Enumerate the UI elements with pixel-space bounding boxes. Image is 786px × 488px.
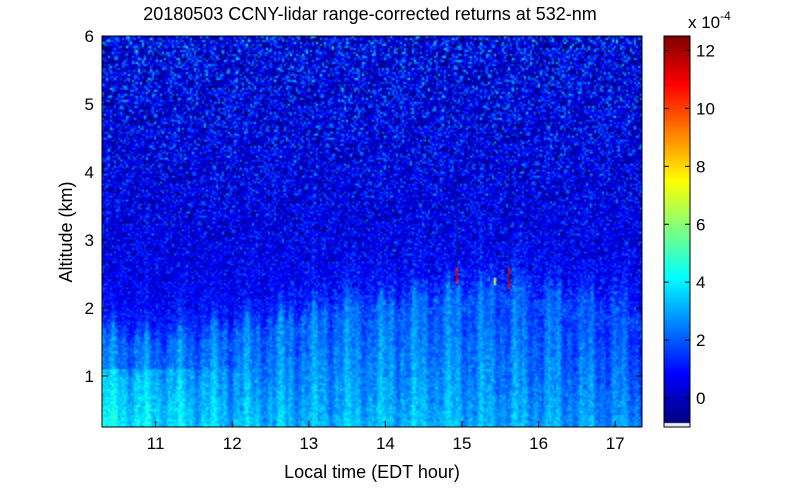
y-tick-label: 5 — [85, 95, 94, 114]
colorbar-tick-label: 2 — [696, 331, 705, 350]
y-tick-label: 2 — [85, 299, 94, 318]
x-tick-label: 13 — [299, 434, 318, 453]
x-tick-label: 16 — [529, 434, 548, 453]
y-tick-label: 3 — [85, 231, 94, 250]
colorbar-axis: 0 2 4 6 8 10 12 — [664, 41, 715, 408]
colorbar-tick-label: 10 — [696, 99, 715, 118]
colorbar-tick-label: 4 — [696, 273, 705, 292]
colorbar-image — [664, 36, 690, 427]
y-tick-label: 6 — [85, 27, 94, 46]
colorbar-tick-label: 6 — [696, 215, 705, 234]
plot-frame — [101, 35, 643, 428]
y-axis: 1 2 3 4 5 6 — [85, 27, 642, 386]
colorbar-tick-label: 12 — [696, 41, 715, 60]
x-tick-label: 15 — [453, 434, 472, 453]
y-axis-label: Altitude (km) — [56, 181, 76, 282]
x-tick-label: 17 — [606, 434, 625, 453]
colorbar-frame — [663, 35, 691, 428]
x-axis: 11 12 13 14 15 16 17 — [147, 36, 625, 453]
x-tick-label: 11 — [147, 434, 165, 453]
x-tick-label: 12 — [223, 434, 242, 453]
colorbar-tick-label: 8 — [696, 157, 705, 176]
x-axis-label: Local time (EDT hour) — [284, 462, 460, 482]
y-tick-label: 4 — [85, 163, 94, 182]
heatmap-image — [102, 36, 642, 427]
chart-title: 20180503 CCNY-lidar range-corrected retu… — [143, 4, 597, 24]
colorbar-exponent-label: x 10-4 — [688, 9, 731, 32]
colorbar-tick-label: 0 — [696, 389, 705, 408]
y-tick-label: 1 — [85, 367, 94, 386]
x-tick-label: 14 — [376, 434, 395, 453]
